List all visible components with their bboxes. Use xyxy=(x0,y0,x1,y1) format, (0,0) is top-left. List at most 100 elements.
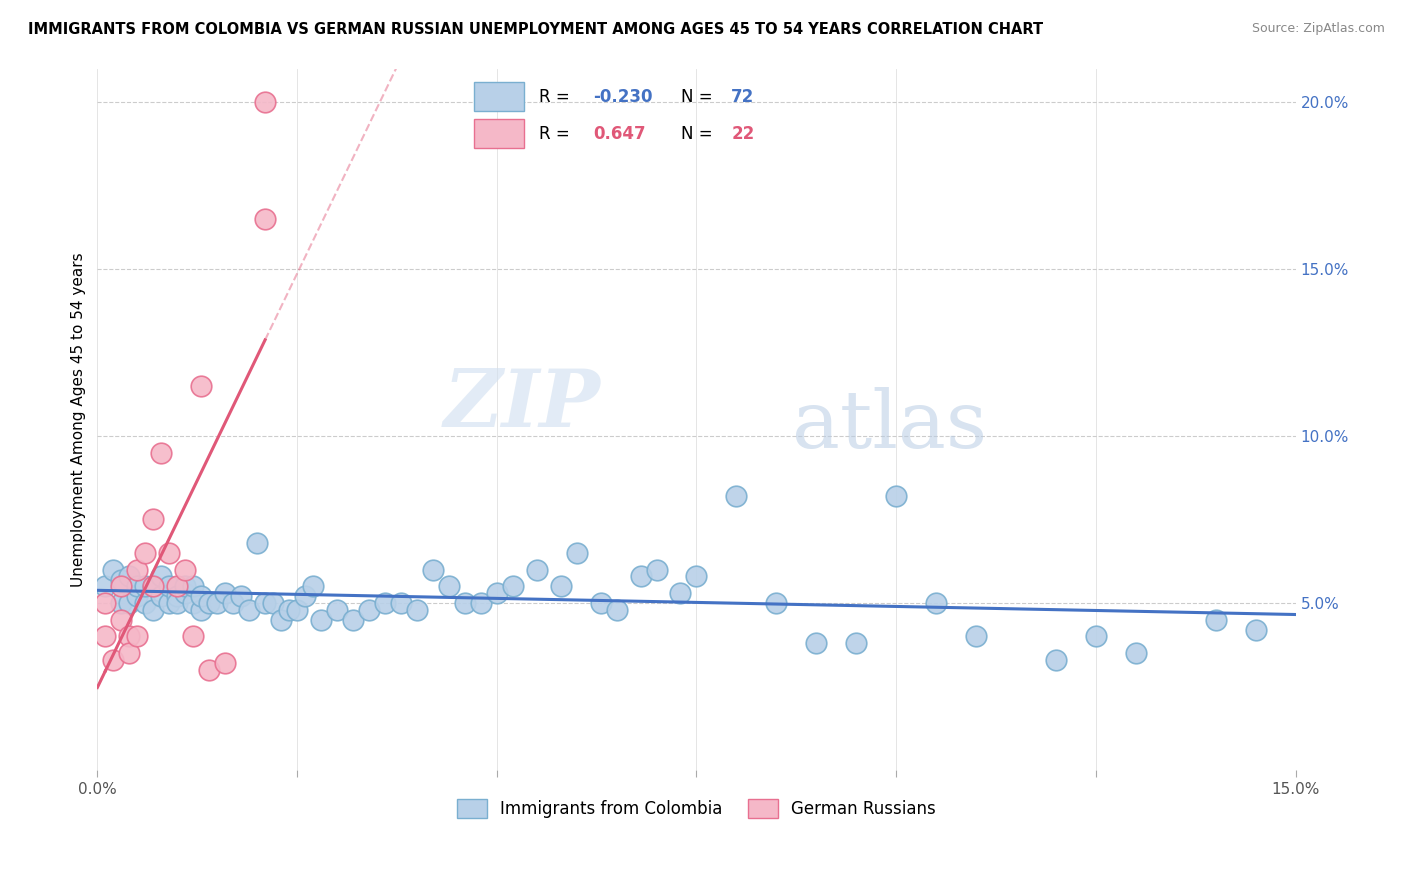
Point xyxy=(127,579,149,593)
Point xyxy=(925,596,948,610)
Point xyxy=(645,563,668,577)
Point xyxy=(254,596,277,610)
Point xyxy=(166,596,188,610)
Point xyxy=(278,602,301,616)
Point xyxy=(94,596,117,610)
Point xyxy=(1045,653,1067,667)
Point xyxy=(134,579,156,593)
Point xyxy=(174,579,197,593)
Point xyxy=(246,536,269,550)
Point xyxy=(142,579,165,593)
Point xyxy=(157,546,180,560)
Y-axis label: Unemployment Among Ages 45 to 54 years: Unemployment Among Ages 45 to 54 years xyxy=(72,252,86,587)
Point xyxy=(157,579,180,593)
Point xyxy=(150,569,173,583)
Point xyxy=(1205,613,1227,627)
Point xyxy=(406,602,429,616)
Point xyxy=(285,602,308,616)
Point xyxy=(190,589,212,603)
Point xyxy=(765,596,787,610)
Point xyxy=(94,629,117,643)
Point xyxy=(342,613,364,627)
Point xyxy=(485,586,508,600)
Point xyxy=(198,663,221,677)
Point xyxy=(94,579,117,593)
Point xyxy=(214,586,236,600)
Point xyxy=(142,579,165,593)
Point xyxy=(142,512,165,526)
Point xyxy=(127,629,149,643)
Point xyxy=(103,563,125,577)
Point xyxy=(110,573,132,587)
Point xyxy=(422,563,444,577)
Point xyxy=(454,596,477,610)
Point xyxy=(1125,646,1147,660)
Point xyxy=(150,589,173,603)
Point xyxy=(103,653,125,667)
Point xyxy=(142,602,165,616)
Point xyxy=(526,563,548,577)
Point xyxy=(630,569,652,583)
Point xyxy=(127,589,149,603)
Point xyxy=(302,579,325,593)
Point xyxy=(110,596,132,610)
Point xyxy=(157,596,180,610)
Point xyxy=(965,629,987,643)
Point xyxy=(309,613,332,627)
Text: IMMIGRANTS FROM COLOMBIA VS GERMAN RUSSIAN UNEMPLOYMENT AMONG AGES 45 TO 54 YEAR: IMMIGRANTS FROM COLOMBIA VS GERMAN RUSSI… xyxy=(28,22,1043,37)
Point xyxy=(262,596,284,610)
Point xyxy=(565,546,588,560)
Point xyxy=(437,579,460,593)
Text: ZIP: ZIP xyxy=(444,367,600,444)
Point xyxy=(884,489,907,503)
Point xyxy=(166,579,188,593)
Point xyxy=(174,563,197,577)
Point xyxy=(110,579,132,593)
Point xyxy=(198,596,221,610)
Point xyxy=(134,546,156,560)
Point xyxy=(166,589,188,603)
Point xyxy=(190,379,212,393)
Point xyxy=(118,569,141,583)
Point xyxy=(1244,623,1267,637)
Point xyxy=(127,563,149,577)
Point xyxy=(806,636,828,650)
Point xyxy=(669,586,692,600)
Point xyxy=(254,95,277,109)
Point xyxy=(110,613,132,627)
Point xyxy=(231,589,253,603)
Point xyxy=(294,589,316,603)
Text: Source: ZipAtlas.com: Source: ZipAtlas.com xyxy=(1251,22,1385,36)
Point xyxy=(134,596,156,610)
Point xyxy=(238,602,260,616)
Point xyxy=(725,489,748,503)
Point xyxy=(685,569,707,583)
Point xyxy=(214,656,236,670)
Point xyxy=(190,602,212,616)
Point xyxy=(374,596,396,610)
Legend: Immigrants from Colombia, German Russians: Immigrants from Colombia, German Russian… xyxy=(450,793,942,825)
Point xyxy=(326,602,349,616)
Point xyxy=(254,211,277,226)
Point xyxy=(1084,629,1107,643)
Point xyxy=(118,629,141,643)
Point xyxy=(118,646,141,660)
Point xyxy=(589,596,612,610)
Point xyxy=(181,596,204,610)
Point xyxy=(502,579,524,593)
Point xyxy=(389,596,412,610)
Point xyxy=(181,579,204,593)
Point xyxy=(222,596,245,610)
Point xyxy=(606,602,628,616)
Point xyxy=(150,445,173,459)
Point xyxy=(470,596,492,610)
Point xyxy=(550,579,572,593)
Point xyxy=(174,586,197,600)
Point xyxy=(118,596,141,610)
Point xyxy=(181,629,204,643)
Point xyxy=(845,636,868,650)
Point xyxy=(270,613,292,627)
Point xyxy=(205,596,228,610)
Text: atlas: atlas xyxy=(793,387,987,466)
Point xyxy=(357,602,380,616)
